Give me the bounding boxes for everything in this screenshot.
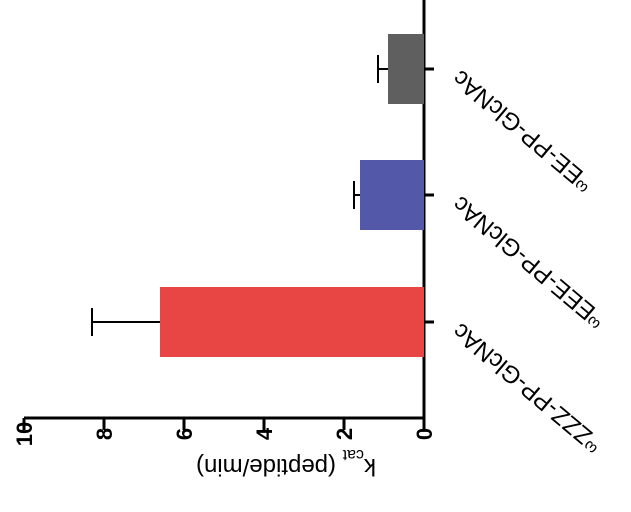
category-labels: ωZZZ-PP-GlcNAcωEEE-PP-GlcNAcωEE-PP-GlcNA… — [447, 64, 610, 458]
error-bar — [91, 308, 160, 336]
y-axis-title: kcat (peptide/min) — [196, 447, 376, 481]
y-tick-labels: 0 2 4 6 8 10 — [12, 422, 437, 446]
y-tick-label: 4 — [252, 427, 277, 440]
y-tick-label: 0 — [412, 428, 437, 440]
category-label: ωZZZ-PP-GlcNAc — [447, 317, 607, 458]
plot-area — [22, 0, 434, 430]
bar — [388, 34, 424, 104]
bar — [160, 287, 424, 357]
y-tick-label: 6 — [172, 428, 197, 440]
category-label: ωEE-PP-GlcNAc — [447, 64, 598, 197]
error-bar — [377, 55, 388, 83]
y-tick-label: 2 — [332, 428, 357, 440]
y-tick-label: 8 — [92, 428, 117, 440]
error-bar — [353, 181, 360, 209]
category-label: ωEEE-PP-GlcNAc — [447, 190, 610, 333]
bar — [360, 160, 424, 230]
y-tick-label: 10 — [12, 422, 37, 446]
